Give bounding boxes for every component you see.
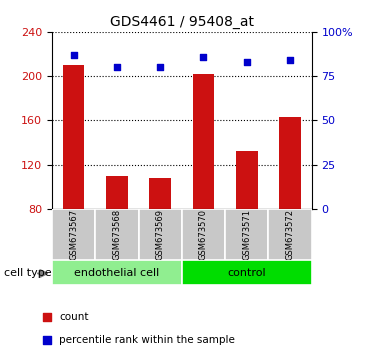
Bar <box>106 176 128 209</box>
Bar <box>279 117 301 209</box>
Point <box>244 59 250 65</box>
Bar <box>95 209 138 260</box>
Text: endothelial cell: endothelial cell <box>74 268 160 278</box>
Bar <box>268 209 312 260</box>
Text: GSM673572: GSM673572 <box>286 209 295 260</box>
Point <box>287 57 293 63</box>
Text: cell type: cell type <box>4 268 51 278</box>
Point <box>114 64 120 70</box>
Text: GSM673571: GSM673571 <box>242 209 251 260</box>
Bar <box>236 152 257 209</box>
Text: control: control <box>227 268 266 278</box>
Title: GDS4461 / 95408_at: GDS4461 / 95408_at <box>110 16 254 29</box>
Bar <box>52 260 182 285</box>
Text: GSM673569: GSM673569 <box>156 209 165 260</box>
Bar <box>225 209 268 260</box>
Point <box>44 337 50 343</box>
Text: percentile rank within the sample: percentile rank within the sample <box>59 335 235 346</box>
Bar <box>193 74 214 209</box>
Bar <box>52 209 95 260</box>
Bar <box>63 65 85 209</box>
Point <box>157 64 163 70</box>
Bar <box>138 209 182 260</box>
Text: count: count <box>59 312 89 322</box>
Bar <box>150 178 171 209</box>
Text: GSM673567: GSM673567 <box>69 209 78 260</box>
Point <box>44 314 50 320</box>
Point <box>70 52 76 58</box>
Point <box>200 54 206 59</box>
Text: GSM673570: GSM673570 <box>199 209 208 260</box>
Bar <box>182 209 225 260</box>
Text: GSM673568: GSM673568 <box>112 209 121 260</box>
Bar <box>182 260 312 285</box>
